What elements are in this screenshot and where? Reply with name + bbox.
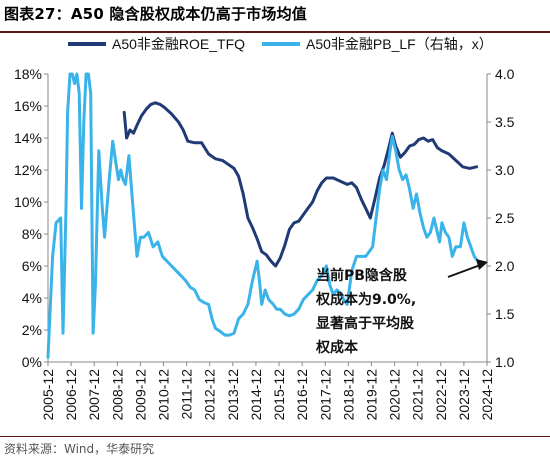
bottom-rule (0, 436, 550, 437)
y-right-tick-labels: 1.0 1.5 2.0 2.5 3.0 3.5 4.0 (487, 66, 515, 370)
annotation-line: 权成本 (315, 339, 359, 356)
annotation-line: 当前PB隐含股 (316, 267, 408, 284)
annotation-arrow-line (447, 263, 484, 278)
series-line-pb (46, 72, 480, 359)
y-left-tick-label: 16% (14, 98, 42, 114)
annotation-arrow-head (476, 259, 488, 270)
x-tick-label: 2009-12 (132, 369, 148, 421)
y-left-tick-label: 10% (14, 194, 42, 210)
figure-number: 图表27： (4, 5, 71, 23)
annotation-line: 权成本为9.0%, (315, 291, 416, 308)
series-layer (46, 72, 480, 359)
legend-label-roe: A50非金融ROE_TFQ (112, 36, 245, 52)
legend: A50非金融ROE_TFQ A50非金融PB_LF（右轴，x） (68, 36, 493, 52)
x-tick-labels: 2005-12 2006-12 2007-12 2008-12 2009-12 2010-… (40, 362, 495, 420)
y-right-tick-label: 4.0 (495, 66, 515, 82)
x-tick-label: 2024-12 (479, 369, 495, 421)
annotation-line: 显著高于平均股 (316, 315, 415, 332)
y-left-tick-label: 8% (22, 226, 42, 242)
y-right-tick-label: 3.5 (495, 114, 515, 130)
x-tick-label: 2020-12 (387, 369, 403, 421)
x-tick-label: 2022-12 (433, 369, 449, 421)
x-tick-label: 2017-12 (317, 369, 333, 421)
y-left-tick-label: 18% (14, 66, 42, 82)
x-tick-label: 2011-12 (179, 369, 195, 420)
y-left-tick-labels: 0% 2% 4% 6% 8% 10% 12% 14% 16% 18% (14, 66, 48, 370)
figure-title: 图表27：A50 隐含股权成本仍高于市场均值 (4, 3, 307, 24)
x-tick-label: 2013-12 (225, 369, 241, 421)
x-tick-label: 2005-12 (40, 369, 56, 421)
x-tick-label: 2018-12 (340, 369, 356, 421)
y-right-tick-label: 3.0 (495, 162, 515, 178)
y-right-tick-label: 1.5 (495, 306, 515, 322)
x-tick-label: 2021-12 (410, 369, 426, 421)
y-right-tick-label: 2.0 (495, 258, 515, 274)
x-tick-label: 2006-12 (63, 369, 79, 421)
x-tick-label: 2010-12 (156, 369, 172, 421)
legend-label-pb: A50非金融PB_LF（右轴，x） (306, 36, 493, 52)
y-right-tick-label: 2.5 (495, 210, 515, 226)
figure-title-text: A50 隐含股权成本仍高于市场均值 (70, 5, 307, 23)
x-tick-label: 2007-12 (86, 369, 102, 421)
y-left-tick-label: 2% (22, 322, 42, 338)
source-note: 资料来源：Wind，华泰研究 (4, 442, 155, 456)
y-left-tick-label: 4% (22, 290, 42, 306)
y-right-tick-label: 1.0 (495, 354, 515, 370)
y-left-tick-label: 14% (14, 130, 42, 146)
y-left-tick-label: 0% (22, 354, 42, 370)
title-rule (0, 31, 550, 33)
x-tick-label: 2014-12 (248, 369, 264, 421)
x-tick-label: 2008-12 (109, 369, 125, 421)
x-tick-label: 2016-12 (294, 369, 310, 421)
x-tick-label: 2012-12 (202, 369, 218, 421)
x-tick-label: 2023-12 (456, 369, 472, 421)
y-left-tick-label: 6% (22, 258, 42, 274)
y-left-tick-label: 12% (14, 162, 42, 178)
x-tick-label: 2019-12 (363, 369, 379, 421)
series-line-roe (122, 101, 479, 268)
x-tick-label: 2015-12 (271, 369, 287, 421)
